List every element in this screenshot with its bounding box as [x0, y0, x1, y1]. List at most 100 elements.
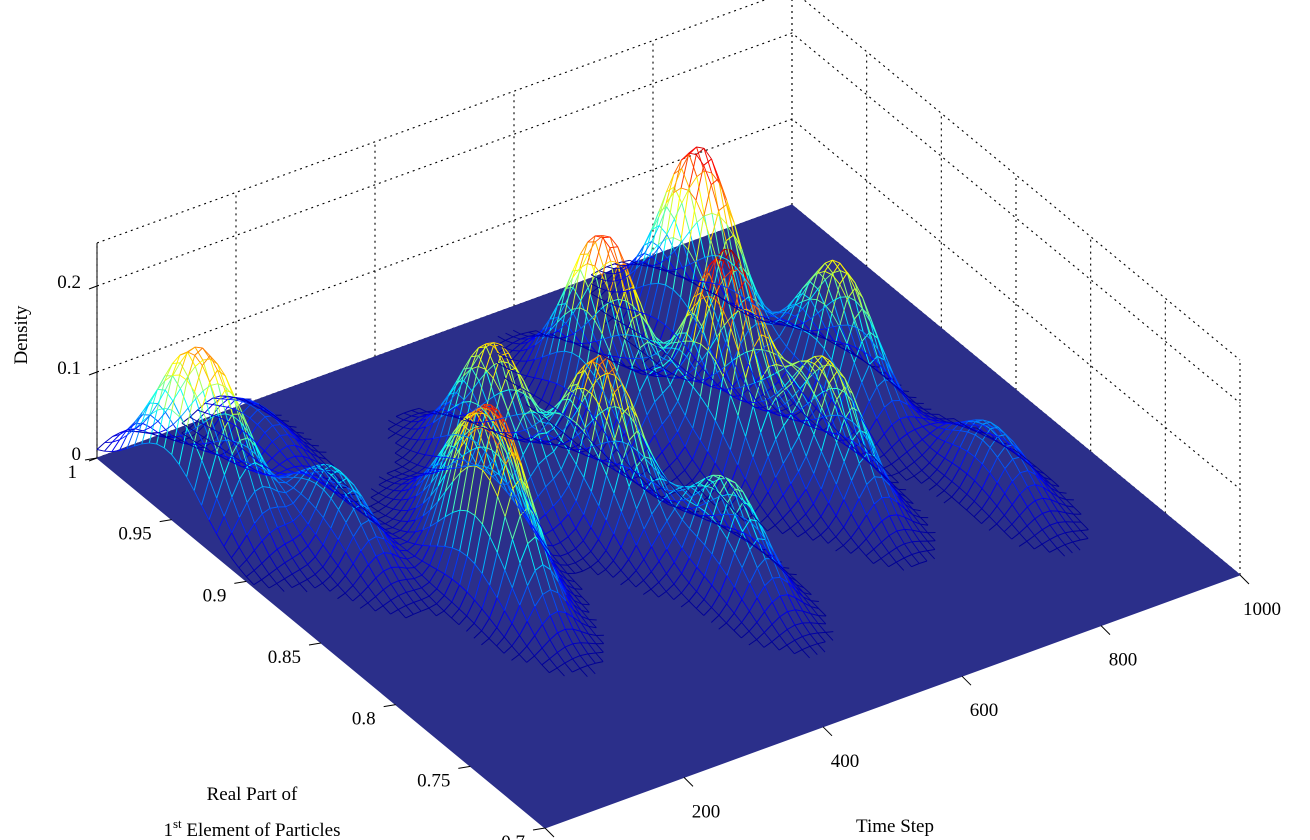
mesh-segment [588, 642, 596, 645]
mesh-segment [794, 636, 803, 641]
mesh-segment [653, 451, 663, 462]
mesh-segment [388, 419, 397, 425]
mesh-segment [576, 365, 586, 389]
mesh-segment [424, 438, 434, 456]
mesh-segment [524, 436, 533, 440]
mesh-segment [398, 556, 408, 569]
mesh-segment [179, 352, 188, 363]
mesh-segment [733, 272, 742, 303]
mesh-segment [491, 449, 500, 458]
mesh-segment [681, 241, 691, 265]
mesh-segment [673, 187, 682, 194]
mesh-segment [556, 290, 566, 323]
mesh-segment [904, 508, 914, 516]
mesh-segment [488, 638, 497, 647]
mesh-segment [429, 581, 438, 590]
mesh-segment [694, 367, 704, 379]
mesh-segment [322, 517, 332, 529]
mesh-segment [560, 417, 570, 441]
mesh-segment [622, 441, 632, 470]
mesh-segment [238, 534, 248, 548]
mesh-segment [405, 613, 414, 619]
mesh-segment [898, 467, 907, 474]
mesh-segment [575, 477, 585, 501]
mesh-segment [572, 658, 581, 669]
mesh-segment [583, 514, 592, 528]
mesh-segment [813, 370, 823, 394]
mesh-segment [314, 566, 324, 575]
mesh-segment [803, 596, 812, 602]
mesh-segment [479, 425, 488, 430]
mesh-segment [817, 623, 826, 633]
mesh-segment [369, 509, 378, 521]
mesh-segment [242, 397, 251, 401]
mesh-segment [307, 508, 317, 525]
mesh-segment [629, 405, 638, 418]
mesh-segment [756, 597, 765, 613]
mesh-segment [203, 417, 212, 424]
mesh-segment [866, 433, 876, 457]
mesh-segment [196, 420, 205, 426]
mesh-segment [393, 498, 402, 501]
mesh-segment [415, 515, 424, 521]
mesh-segment [590, 566, 599, 576]
mesh-segment [725, 293, 734, 320]
mesh-segment [516, 389, 525, 395]
mesh-segment [238, 517, 248, 536]
mesh-segment [966, 500, 975, 511]
mesh-segment [684, 428, 694, 448]
mesh-segment [911, 551, 920, 555]
mesh-segment [314, 544, 324, 558]
mesh-segment [486, 364, 495, 373]
mesh-segment [944, 462, 953, 476]
mesh-segment [626, 365, 635, 368]
mesh-segment [295, 435, 304, 445]
mesh-segment [891, 439, 900, 448]
mesh-segment [482, 523, 491, 538]
mesh-segment [548, 420, 557, 428]
mesh-segment [534, 594, 544, 607]
mesh-segment [663, 339, 672, 344]
mesh-segment [454, 466, 463, 469]
mesh-segment [855, 347, 865, 362]
mesh-segment [649, 283, 659, 317]
mesh-segment [559, 569, 568, 574]
mesh-segment [401, 489, 409, 492]
mesh-segment [743, 539, 752, 545]
mesh-segment [550, 326, 559, 332]
mesh-segment [481, 608, 490, 619]
mesh-segment [209, 428, 218, 452]
mesh-segment [637, 450, 646, 459]
mesh-segment [605, 273, 615, 282]
mesh-segment [685, 306, 694, 318]
mesh-segment [583, 393, 593, 432]
mesh-segment [402, 457, 411, 462]
mesh-segment [392, 520, 401, 529]
mesh-segment [548, 383, 558, 405]
mesh-segment [359, 602, 369, 609]
mesh-segment [180, 407, 189, 418]
mesh-segment [822, 391, 831, 416]
mesh-segment [322, 544, 331, 556]
mesh-segment [783, 414, 792, 426]
mesh-segment [806, 381, 815, 394]
mesh-segment [736, 532, 745, 539]
mesh-segment [527, 543, 536, 571]
mesh-segment [612, 547, 622, 562]
mesh-segment [565, 612, 574, 618]
mesh-segment [756, 632, 765, 640]
mesh-segment [680, 240, 689, 251]
mesh-segment [163, 447, 173, 456]
mesh-segment [247, 431, 257, 455]
mesh-segment [532, 437, 541, 443]
mesh-segment [411, 407, 420, 411]
mesh-segment [670, 341, 679, 344]
mesh-segment [288, 427, 297, 436]
mesh-segment [166, 435, 175, 438]
mesh-segment [330, 509, 339, 529]
mesh-segment [431, 454, 440, 466]
mesh-segment [959, 431, 969, 448]
mesh-segment [513, 481, 523, 498]
mesh-segment [636, 253, 645, 262]
mesh-segment [812, 488, 822, 505]
